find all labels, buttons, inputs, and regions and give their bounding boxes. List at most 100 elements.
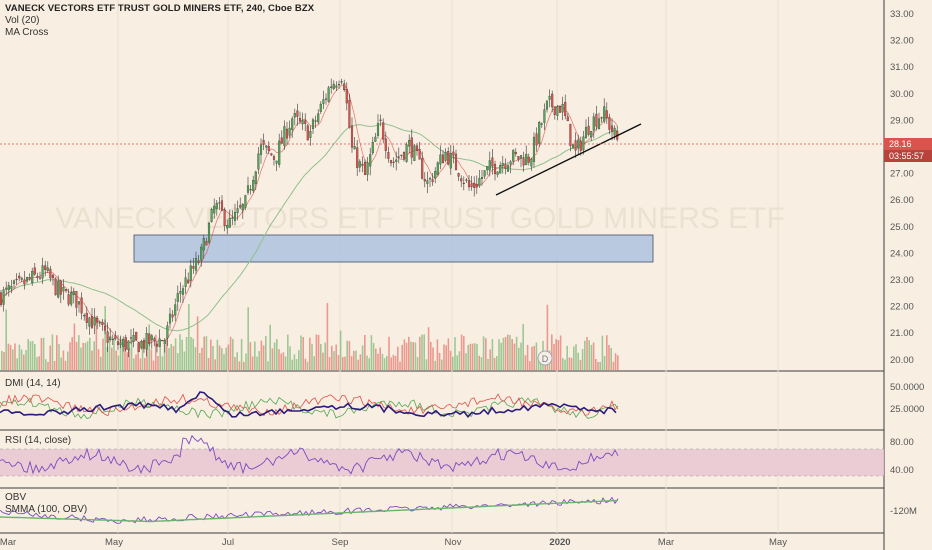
candle-body xyxy=(278,140,281,165)
volume-bar xyxy=(388,336,390,370)
candle-body xyxy=(509,161,512,165)
candle-body xyxy=(249,189,252,191)
candle-body xyxy=(231,217,234,219)
ma-cross-indicator-label[interactable]: MA Cross xyxy=(5,27,49,38)
volume-bar xyxy=(405,342,408,370)
volume-bar xyxy=(245,353,247,370)
volume-bar xyxy=(199,352,201,370)
volume-bar xyxy=(106,346,109,370)
candle-body xyxy=(519,155,523,159)
volume-bar xyxy=(416,357,419,370)
volume-bar xyxy=(355,350,357,370)
symbol-title[interactable]: VANECK VECTORS ETF TRUST GOLD MINERS ETF… xyxy=(5,3,315,14)
candle-body xyxy=(80,297,83,314)
candle-body xyxy=(140,341,143,349)
candle-body xyxy=(327,87,330,102)
volume-bar xyxy=(364,334,366,370)
volume-bar xyxy=(84,342,87,370)
candle-body xyxy=(538,122,541,144)
candle-body xyxy=(2,289,5,305)
volume-bar xyxy=(449,350,452,370)
candle-body xyxy=(574,140,577,151)
volume-bar xyxy=(218,345,221,370)
volume-bar xyxy=(603,355,606,370)
volume-bar xyxy=(170,344,172,370)
volume-bar xyxy=(119,337,122,370)
time-axis[interactable]: Mar May Jul Sep Nov 2020 Mar May xyxy=(0,537,787,548)
candle-body xyxy=(436,162,439,175)
candle-body xyxy=(241,204,244,211)
candle-body xyxy=(311,119,315,129)
time-axis-tick: 2020 xyxy=(549,537,570,548)
volume-bar xyxy=(78,335,80,370)
time-axis-tick: Jul xyxy=(222,537,234,548)
volume-bar xyxy=(306,361,309,370)
candle-body xyxy=(447,151,450,165)
smma-label[interactable]: SMMA (100, OBV) xyxy=(5,504,88,515)
candle-body xyxy=(265,145,268,148)
rsi-legend[interactable]: RSI (14, close) xyxy=(5,435,72,446)
price-axis[interactable]: 33.0032.0031.0030.0029.0028.0027.0026.00… xyxy=(890,9,914,366)
candle-body xyxy=(582,136,585,151)
bar-countdown-tag: 03:55:57 xyxy=(884,150,932,162)
candle-body xyxy=(296,110,299,117)
volume-bar xyxy=(452,356,454,370)
volume-bar xyxy=(42,337,45,370)
candle-body xyxy=(33,267,36,275)
volume-bar xyxy=(465,353,467,370)
candle-body xyxy=(51,274,55,279)
volume-bar xyxy=(227,344,230,370)
price-axis-tick: 24.00 xyxy=(890,248,914,259)
price-axis-tick: 27.00 xyxy=(890,169,914,180)
candle-body xyxy=(220,200,224,211)
volume-bar xyxy=(320,343,322,370)
trendline[interactable] xyxy=(495,123,642,196)
volume-bar xyxy=(529,360,531,370)
volume-bar xyxy=(311,343,313,370)
volume-bar xyxy=(179,334,181,370)
price-axis-tick: 21.00 xyxy=(890,328,914,339)
volume-bar xyxy=(410,341,412,370)
volume-bar xyxy=(432,347,434,370)
support-zone-rectangle[interactable] xyxy=(133,234,654,263)
volume-bar xyxy=(265,336,267,370)
vol-indicator-label[interactable]: Vol (20) xyxy=(5,15,40,26)
volume-bar xyxy=(137,343,139,370)
obv-label[interactable]: OBV xyxy=(5,492,27,503)
volume-bar xyxy=(86,341,89,370)
volume-bar xyxy=(368,358,370,370)
candle-body xyxy=(176,293,179,302)
volume-bar xyxy=(108,338,111,370)
candle-body xyxy=(127,340,130,351)
candle-body xyxy=(499,165,502,174)
volume-bar xyxy=(309,337,311,370)
candle-body xyxy=(480,176,484,179)
candle-body xyxy=(467,180,471,188)
volume-bar xyxy=(126,352,128,370)
volume-bar xyxy=(359,354,362,370)
candle-body xyxy=(374,136,377,142)
volume-bar xyxy=(533,345,535,370)
candle-body xyxy=(483,170,486,177)
volume-bar xyxy=(423,334,425,370)
volume-bar xyxy=(430,341,432,370)
candle-body xyxy=(236,208,239,214)
candle-body xyxy=(488,160,491,171)
dividend-marker[interactable]: D xyxy=(537,350,553,366)
dmi-legend[interactable]: DMI (14, 14) xyxy=(5,378,61,389)
volume-bar xyxy=(133,358,135,370)
candle-body xyxy=(418,149,421,160)
candle-body xyxy=(124,337,127,350)
volume-bar xyxy=(267,361,269,370)
volume-bar xyxy=(610,347,612,370)
candle-body xyxy=(356,147,359,168)
volume-bar xyxy=(331,345,333,370)
candle-body xyxy=(337,84,341,86)
volume-bar xyxy=(150,349,153,370)
volume-bar xyxy=(366,355,368,370)
candle-body xyxy=(584,127,588,139)
volume-bar xyxy=(111,347,113,370)
price-axis-tick: 31.00 xyxy=(890,62,914,73)
candle-body xyxy=(184,277,187,287)
